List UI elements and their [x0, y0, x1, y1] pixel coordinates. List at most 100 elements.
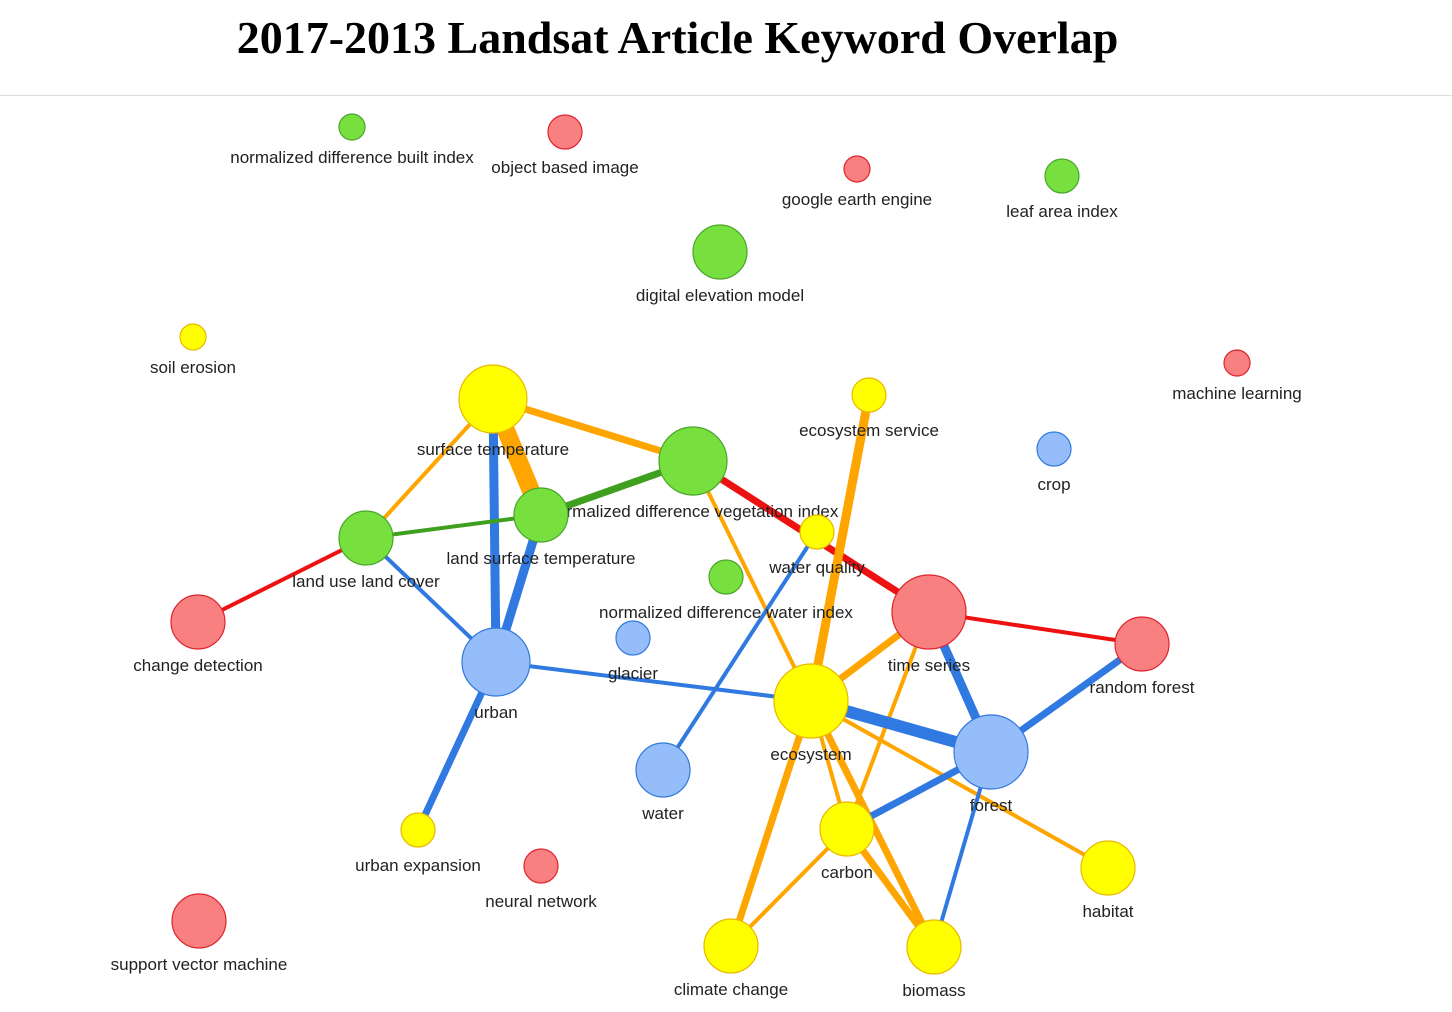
- edge-lulc-cd: [197, 536, 367, 624]
- node-label-cc: climate change: [674, 980, 788, 999]
- node-lai[interactable]: leaf area index: [1006, 158, 1118, 221]
- node-lulc[interactable]: land use land cover: [292, 510, 440, 591]
- node-label-gee: google earth engine: [782, 190, 932, 209]
- node-label-rf: random forest: [1090, 678, 1195, 697]
- node-circle-soil[interactable]: [179, 323, 207, 351]
- edge-st-urban: [488, 398, 501, 663]
- node-cc[interactable]: climate change: [674, 918, 788, 999]
- node-circle-ecosystem[interactable]: [773, 663, 849, 739]
- node-ue[interactable]: urban expansion: [355, 812, 481, 875]
- node-label-ml: machine learning: [1172, 384, 1301, 403]
- node-ndwi[interactable]: normalized difference water index: [599, 559, 853, 622]
- node-cd[interactable]: change detection: [133, 594, 263, 675]
- node-label-obi: object based image: [491, 158, 638, 177]
- node-obi[interactable]: object based image: [491, 114, 639, 177]
- node-label-crop: crop: [1037, 475, 1070, 494]
- edge-ecosystem-habitat: [810, 699, 1109, 870]
- node-circle-ml[interactable]: [1223, 349, 1251, 377]
- node-circle-ndvi[interactable]: [658, 426, 728, 496]
- node-lst[interactable]: land surface temperature: [447, 487, 636, 568]
- node-circle-rf[interactable]: [1114, 616, 1170, 672]
- node-circle-biomass[interactable]: [906, 919, 962, 975]
- node-circle-habitat[interactable]: [1080, 840, 1136, 896]
- node-circle-dem[interactable]: [692, 224, 748, 280]
- page-title: 2017-2013 Landsat Article Keyword Overla…: [236, 12, 1119, 63]
- node-circle-st[interactable]: [458, 364, 528, 434]
- edge-es-ecosystem: [806, 394, 874, 702]
- node-circle-cc[interactable]: [703, 918, 759, 974]
- node-layer: normalized difference built index object …: [111, 113, 1302, 1000]
- node-soil[interactable]: soil erosion: [150, 323, 236, 377]
- node-biomass[interactable]: biomass: [902, 919, 966, 1000]
- node-carbon[interactable]: carbon: [819, 801, 875, 882]
- node-label-ecosystem: ecosystem: [770, 745, 851, 764]
- node-nn[interactable]: neural network: [485, 848, 597, 911]
- edge-lulc-lst: [365, 513, 542, 540]
- node-water[interactable]: water: [635, 742, 691, 823]
- node-crop[interactable]: crop: [1036, 431, 1072, 494]
- node-label-biomass: biomass: [902, 981, 965, 1000]
- node-circle-carbon[interactable]: [819, 801, 875, 857]
- node-label-wq: water quality: [768, 558, 865, 577]
- node-ndbi[interactable]: normalized difference built index: [230, 113, 474, 167]
- node-label-soil: soil erosion: [150, 358, 236, 377]
- node-label-ndbi: normalized difference built index: [230, 148, 474, 167]
- node-wq[interactable]: water quality: [768, 514, 865, 577]
- node-forest[interactable]: forest: [953, 714, 1029, 815]
- edge-wq-water: [661, 530, 819, 772]
- node-label-habitat: habitat: [1082, 902, 1133, 921]
- node-circle-urban[interactable]: [461, 627, 531, 697]
- node-ml[interactable]: machine learning: [1172, 349, 1302, 403]
- node-circle-glacier[interactable]: [615, 620, 651, 656]
- node-circle-crop[interactable]: [1036, 431, 1072, 467]
- node-ecosystem[interactable]: ecosystem: [770, 663, 852, 764]
- node-label-st: surface temperature: [417, 440, 569, 459]
- node-circle-wq[interactable]: [799, 514, 835, 550]
- node-label-lulc: land use land cover: [292, 572, 440, 591]
- node-dem[interactable]: digital elevation model: [636, 224, 804, 305]
- node-glacier[interactable]: glacier: [608, 620, 658, 683]
- node-label-es: ecosystem service: [799, 421, 939, 440]
- node-circle-ndbi[interactable]: [338, 113, 366, 141]
- node-label-water: water: [641, 804, 684, 823]
- node-habitat[interactable]: habitat: [1080, 840, 1136, 921]
- node-circle-es[interactable]: [851, 377, 887, 413]
- node-svm[interactable]: support vector machine: [111, 893, 288, 974]
- node-ts[interactable]: time series: [888, 574, 970, 675]
- node-label-lai: leaf area index: [1006, 202, 1118, 221]
- node-circle-cd[interactable]: [170, 594, 226, 650]
- node-label-ue: urban expansion: [355, 856, 481, 875]
- node-label-urban: urban: [474, 703, 517, 722]
- node-circle-svm[interactable]: [171, 893, 227, 949]
- node-label-lst: land surface temperature: [447, 549, 636, 568]
- node-label-ndwi: normalized difference water index: [599, 603, 853, 622]
- node-circle-nn[interactable]: [523, 848, 559, 884]
- edge-ndvi-ecosystem: [691, 460, 813, 702]
- node-circle-ts[interactable]: [891, 574, 967, 650]
- node-label-forest: forest: [970, 796, 1013, 815]
- node-es[interactable]: ecosystem service: [799, 377, 939, 440]
- node-st[interactable]: surface temperature: [417, 364, 569, 459]
- node-circle-lulc[interactable]: [338, 510, 394, 566]
- edge-st-ndvi: [491, 395, 695, 465]
- node-circle-ndwi[interactable]: [708, 559, 744, 595]
- node-circle-forest[interactable]: [953, 714, 1029, 790]
- node-circle-obi[interactable]: [547, 114, 583, 150]
- title-divider: [0, 95, 1452, 96]
- node-circle-water[interactable]: [635, 742, 691, 798]
- node-circle-ue[interactable]: [400, 812, 436, 848]
- node-circle-lai[interactable]: [1044, 158, 1080, 194]
- node-label-carbon: carbon: [821, 863, 873, 882]
- node-circle-lst[interactable]: [513, 487, 569, 543]
- node-gee[interactable]: google earth engine: [782, 155, 932, 209]
- node-label-ts: time series: [888, 656, 970, 675]
- node-circle-gee[interactable]: [843, 155, 871, 183]
- node-urban[interactable]: urban: [461, 627, 531, 722]
- edge-ecosystem-cc: [727, 699, 815, 948]
- node-ndvi[interactable]: normalized difference vegetation index: [548, 426, 839, 521]
- node-label-svm: support vector machine: [111, 955, 288, 974]
- node-label-ndvi: normalized difference vegetation index: [548, 502, 839, 521]
- node-rf[interactable]: random forest: [1090, 616, 1195, 697]
- node-label-cd: change detection: [133, 656, 263, 675]
